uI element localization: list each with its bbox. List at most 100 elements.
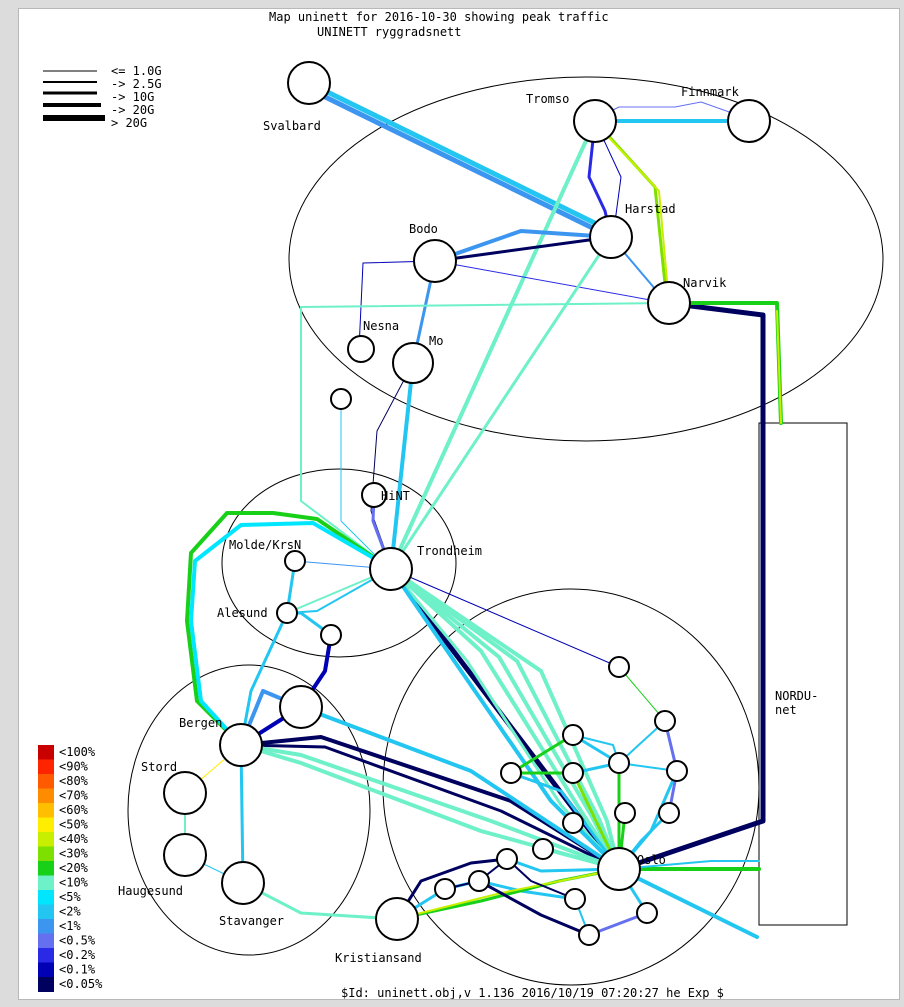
- node-oslo-b[interactable]: [654, 710, 676, 732]
- link[interactable]: [389, 567, 621, 871]
- node-alesund[interactable]: [276, 602, 298, 624]
- node-oslo-f[interactable]: [608, 752, 630, 774]
- node-molde[interactable]: [284, 550, 306, 572]
- region-mid: [221, 468, 457, 658]
- node-oslo-j[interactable]: [562, 812, 584, 834]
- load-legend-swatch: [38, 817, 54, 833]
- node-oslo-c[interactable]: [562, 724, 584, 746]
- link[interactable]: [433, 235, 613, 263]
- node-small-1[interactable]: [330, 388, 352, 410]
- node-stord[interactable]: [163, 771, 207, 815]
- node-hint[interactable]: [361, 482, 387, 508]
- node-tromso[interactable]: [573, 99, 617, 143]
- node-oslo[interactable]: [597, 847, 641, 891]
- link[interactable]: [618, 300, 766, 872]
- link[interactable]: [598, 126, 670, 304]
- load-legend-swatch: [38, 846, 54, 862]
- link[interactable]: [299, 705, 621, 871]
- node-harstad[interactable]: [589, 215, 633, 259]
- node-bodo[interactable]: [413, 239, 457, 283]
- link[interactable]: [389, 119, 597, 571]
- map-frame: NORDU- net: [18, 8, 900, 1000]
- load-legend-swatch: [38, 904, 54, 920]
- nordunet-box[interactable]: [758, 422, 848, 926]
- load-legend-label: <0.5%: [59, 934, 96, 948]
- label-stord: Stord: [141, 760, 177, 774]
- link[interactable]: [433, 229, 613, 263]
- link[interactable]: [189, 521, 391, 747]
- label-haugesund: Haugesund: [118, 884, 183, 898]
- region-west: [127, 664, 371, 956]
- load-legend-label: <50%: [59, 818, 89, 832]
- node-south-c[interactable]: [564, 888, 586, 910]
- link[interactable]: [505, 857, 621, 873]
- node-oslo-k[interactable]: [532, 838, 554, 860]
- load-legend: <100%<90%<80%<70%<60%<50%<40%<30%<20%<10…: [38, 745, 103, 992]
- link[interactable]: [389, 361, 415, 571]
- link[interactable]: [300, 302, 668, 570]
- node-oslo-g[interactable]: [666, 760, 688, 782]
- link[interactable]: [776, 310, 782, 424]
- link[interactable]: [395, 857, 509, 921]
- link[interactable]: [389, 567, 621, 871]
- node-oslo-e[interactable]: [562, 762, 584, 784]
- link[interactable]: [340, 398, 388, 568]
- load-legend-label: <0.05%: [59, 977, 103, 991]
- node-south-e[interactable]: [636, 902, 658, 924]
- link[interactable]: [389, 567, 621, 871]
- node-nesna[interactable]: [347, 335, 375, 363]
- node-south-d[interactable]: [578, 924, 600, 946]
- link[interactable]: [185, 511, 393, 747]
- link[interactable]: [358, 260, 436, 350]
- node-oslo-l[interactable]: [496, 848, 518, 870]
- node-labels: Svalbard Tromso Finnmark Harstad Bodo Na…: [118, 85, 740, 965]
- node-haugesund[interactable]: [163, 833, 207, 877]
- load-legend-swatch: [38, 948, 54, 963]
- link[interactable]: [239, 743, 245, 885]
- traffic-map: NORDU- net: [38, 10, 884, 999]
- load-legend-label: <40%: [59, 832, 89, 846]
- node-oslo-i[interactable]: [658, 802, 680, 824]
- node-south-a[interactable]: [434, 878, 456, 900]
- link[interactable]: [618, 860, 760, 870]
- link[interactable]: [618, 666, 666, 722]
- load-legend-swatch: [38, 774, 54, 789]
- link[interactable]: [509, 771, 621, 871]
- link[interactable]: [389, 567, 621, 871]
- node-mo[interactable]: [392, 342, 434, 384]
- link[interactable]: [239, 743, 621, 871]
- link[interactable]: [617, 867, 759, 939]
- label-kristiansand: Kristiansand: [335, 951, 422, 965]
- node-south-b[interactable]: [468, 870, 490, 892]
- capacity-label: <= 1.0G: [111, 64, 162, 78]
- label-finnmark: Finnmark: [681, 85, 740, 99]
- node-oslo-d[interactable]: [500, 762, 522, 784]
- label-mo: Mo: [429, 334, 443, 348]
- link[interactable]: [239, 559, 297, 747]
- node-bergen[interactable]: [219, 723, 263, 767]
- node-kristiansand[interactable]: [375, 897, 419, 941]
- node-finnmark[interactable]: [727, 99, 771, 143]
- node-bergen-2[interactable]: [279, 685, 323, 729]
- link[interactable]: [390, 568, 620, 668]
- capacity-label: -> 20G: [111, 103, 154, 117]
- node-oslo-h[interactable]: [614, 802, 636, 824]
- node-stavanger[interactable]: [221, 861, 265, 905]
- load-legend-swatch: [38, 919, 54, 934]
- label-bodo: Bodo: [409, 222, 438, 236]
- link[interactable]: [477, 879, 591, 937]
- capacity-legend-labels: <= 1.0G -> 2.5G -> 10G -> 20G > 20G: [111, 64, 162, 130]
- node-svalbard[interactable]: [287, 61, 331, 105]
- map-subtitle: UNINETT ryggradsnett: [317, 25, 462, 39]
- link[interactable]: [434, 260, 668, 304]
- load-legend-swatch: [38, 803, 54, 818]
- node-narvik[interactable]: [647, 281, 691, 325]
- node-small-2[interactable]: [320, 624, 342, 646]
- node-trondheim[interactable]: [369, 547, 413, 591]
- node-oslo-a[interactable]: [608, 656, 630, 678]
- load-legend-label: <5%: [59, 890, 81, 904]
- link[interactable]: [389, 235, 613, 571]
- link[interactable]: [594, 101, 750, 120]
- link[interactable]: [310, 88, 614, 240]
- link[interactable]: [239, 743, 621, 871]
